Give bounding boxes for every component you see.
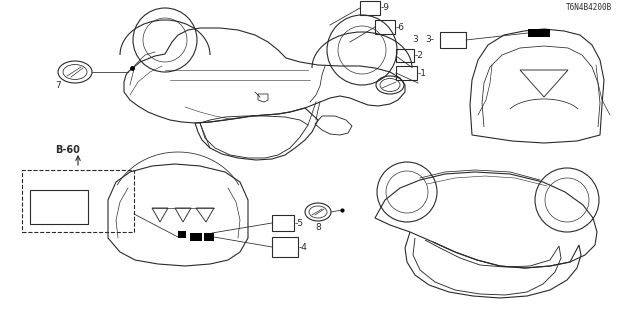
- Text: 8: 8: [315, 223, 321, 233]
- Text: -9: -9: [381, 4, 390, 12]
- Text: B-60: B-60: [55, 145, 80, 155]
- Bar: [396, 49, 414, 62]
- Text: 3-: 3-: [425, 36, 434, 44]
- Bar: [190, 233, 202, 241]
- Bar: [272, 215, 294, 231]
- Text: -1: -1: [418, 68, 427, 77]
- Text: -6: -6: [396, 22, 405, 31]
- Bar: [30, 190, 88, 224]
- Bar: [178, 231, 186, 238]
- Bar: [360, 1, 380, 15]
- Bar: [528, 29, 550, 37]
- Bar: [22, 170, 134, 232]
- Bar: [375, 20, 395, 34]
- Bar: [204, 233, 214, 241]
- Bar: [396, 66, 417, 80]
- Text: -4: -4: [299, 243, 308, 252]
- Bar: [440, 32, 466, 48]
- Text: 3: 3: [412, 36, 418, 44]
- Text: T6N4B4200B: T6N4B4200B: [566, 3, 612, 12]
- Text: 7: 7: [55, 82, 61, 91]
- Bar: [272, 237, 298, 257]
- Text: -2: -2: [415, 52, 424, 60]
- Text: -5: -5: [295, 219, 304, 228]
